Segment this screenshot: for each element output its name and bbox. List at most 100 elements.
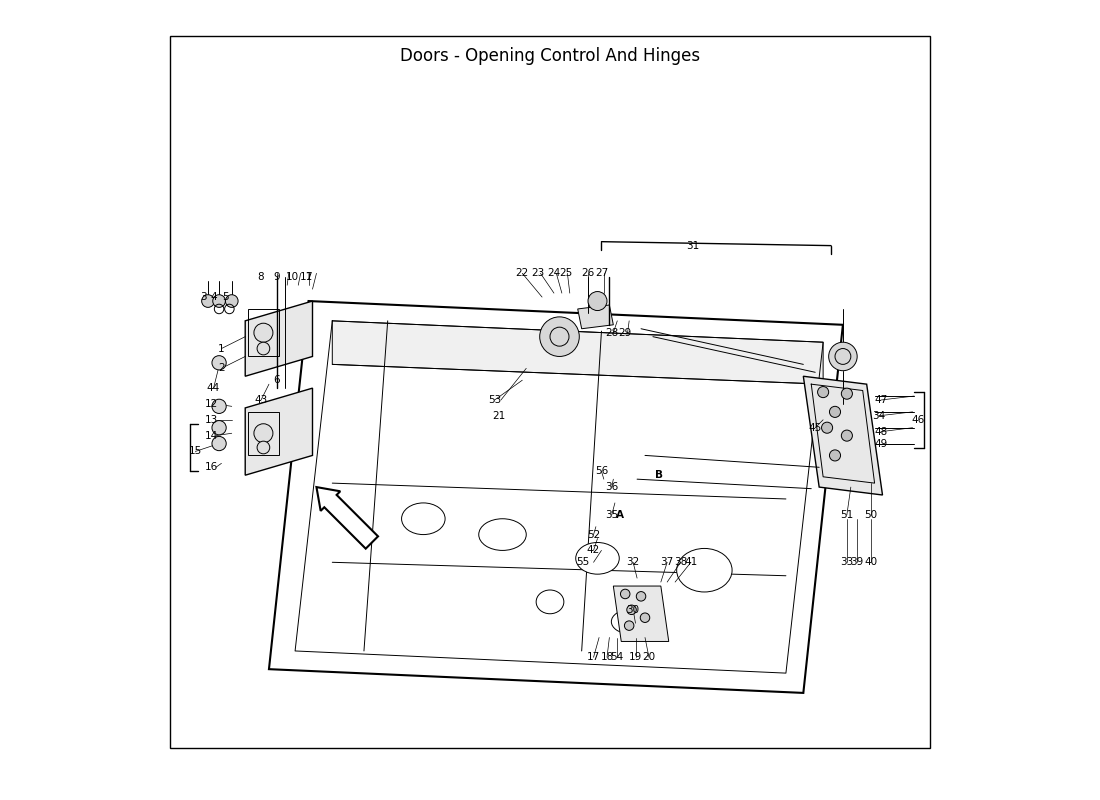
Text: 22: 22 [516,268,529,278]
Text: 2: 2 [218,363,224,374]
Text: 7: 7 [305,272,312,282]
Text: 6: 6 [274,375,280,386]
Polygon shape [245,388,312,475]
Text: 16: 16 [205,462,218,472]
Text: 51: 51 [840,510,854,520]
Circle shape [842,430,852,441]
Circle shape [588,291,607,310]
Text: 41: 41 [684,558,697,567]
Circle shape [828,342,857,370]
Circle shape [627,605,636,614]
Text: 5: 5 [222,292,229,302]
Circle shape [636,591,646,601]
FancyArrow shape [317,487,378,549]
Text: 43: 43 [254,395,267,405]
Text: 26: 26 [582,268,595,278]
Circle shape [254,424,273,442]
Text: 42: 42 [587,546,601,555]
Text: 52: 52 [587,530,601,539]
Text: 23: 23 [531,268,544,278]
Circle shape [829,406,840,418]
Text: 9: 9 [274,272,280,282]
Text: 12: 12 [205,399,218,409]
Text: 49: 49 [874,438,888,449]
Polygon shape [803,376,882,495]
Circle shape [625,621,634,630]
Circle shape [212,421,227,435]
Polygon shape [614,586,669,642]
Text: 19: 19 [629,652,642,662]
Text: 10: 10 [286,272,299,282]
Polygon shape [245,301,312,376]
Circle shape [212,294,226,307]
Circle shape [226,294,238,307]
Text: 11: 11 [299,272,312,282]
Text: 47: 47 [874,395,888,405]
Text: Doors - Opening Control And Hinges: Doors - Opening Control And Hinges [400,46,700,65]
Circle shape [254,323,273,342]
Circle shape [842,388,852,399]
Ellipse shape [402,503,446,534]
Text: 37: 37 [660,558,674,567]
Text: A: A [616,510,624,520]
Text: 39: 39 [850,558,864,567]
Circle shape [212,399,227,414]
Text: 45: 45 [808,422,822,433]
Ellipse shape [575,542,619,574]
Circle shape [540,317,580,357]
Text: 53: 53 [488,395,502,405]
Text: 35: 35 [605,510,618,520]
Text: 29: 29 [618,328,631,338]
Ellipse shape [478,518,526,550]
Circle shape [201,294,214,307]
Text: 48: 48 [874,426,888,437]
Circle shape [640,613,650,622]
Text: 56: 56 [595,466,608,476]
Text: 3: 3 [200,292,207,302]
Text: 27: 27 [595,268,608,278]
Text: 34: 34 [872,411,886,421]
Text: 4: 4 [210,292,217,302]
Ellipse shape [612,610,647,634]
Circle shape [817,386,828,398]
Polygon shape [332,321,823,384]
Text: 38: 38 [674,558,688,567]
Text: 14: 14 [205,430,218,441]
Text: 28: 28 [605,328,618,338]
Circle shape [620,590,630,598]
Text: 24: 24 [548,268,561,278]
Text: 54: 54 [610,652,624,662]
Text: 55: 55 [576,558,590,567]
Ellipse shape [676,549,733,592]
Text: 15: 15 [189,446,202,457]
Circle shape [257,342,270,355]
Text: 44: 44 [207,383,220,393]
Text: 25: 25 [559,268,572,278]
Text: 1: 1 [218,343,224,354]
Circle shape [829,450,840,461]
Text: 20: 20 [642,652,656,662]
Bar [248,412,279,455]
Bar [248,309,279,357]
Text: 50: 50 [865,510,877,520]
Text: B: B [656,470,663,480]
Polygon shape [270,301,843,693]
Circle shape [212,356,227,370]
Circle shape [822,422,833,434]
Text: 40: 40 [865,558,877,567]
Circle shape [212,437,227,450]
Text: 30: 30 [627,605,640,614]
Text: 33: 33 [840,558,854,567]
Circle shape [257,441,270,454]
Text: 17: 17 [587,652,601,662]
Text: 18: 18 [601,652,614,662]
Text: 32: 32 [627,558,640,567]
Text: 31: 31 [686,241,700,250]
Text: 8: 8 [257,272,264,282]
Polygon shape [578,305,614,329]
Text: 21: 21 [492,411,505,421]
Ellipse shape [536,590,564,614]
Text: 13: 13 [205,414,218,425]
Text: 36: 36 [605,482,618,492]
Text: 46: 46 [912,414,925,425]
